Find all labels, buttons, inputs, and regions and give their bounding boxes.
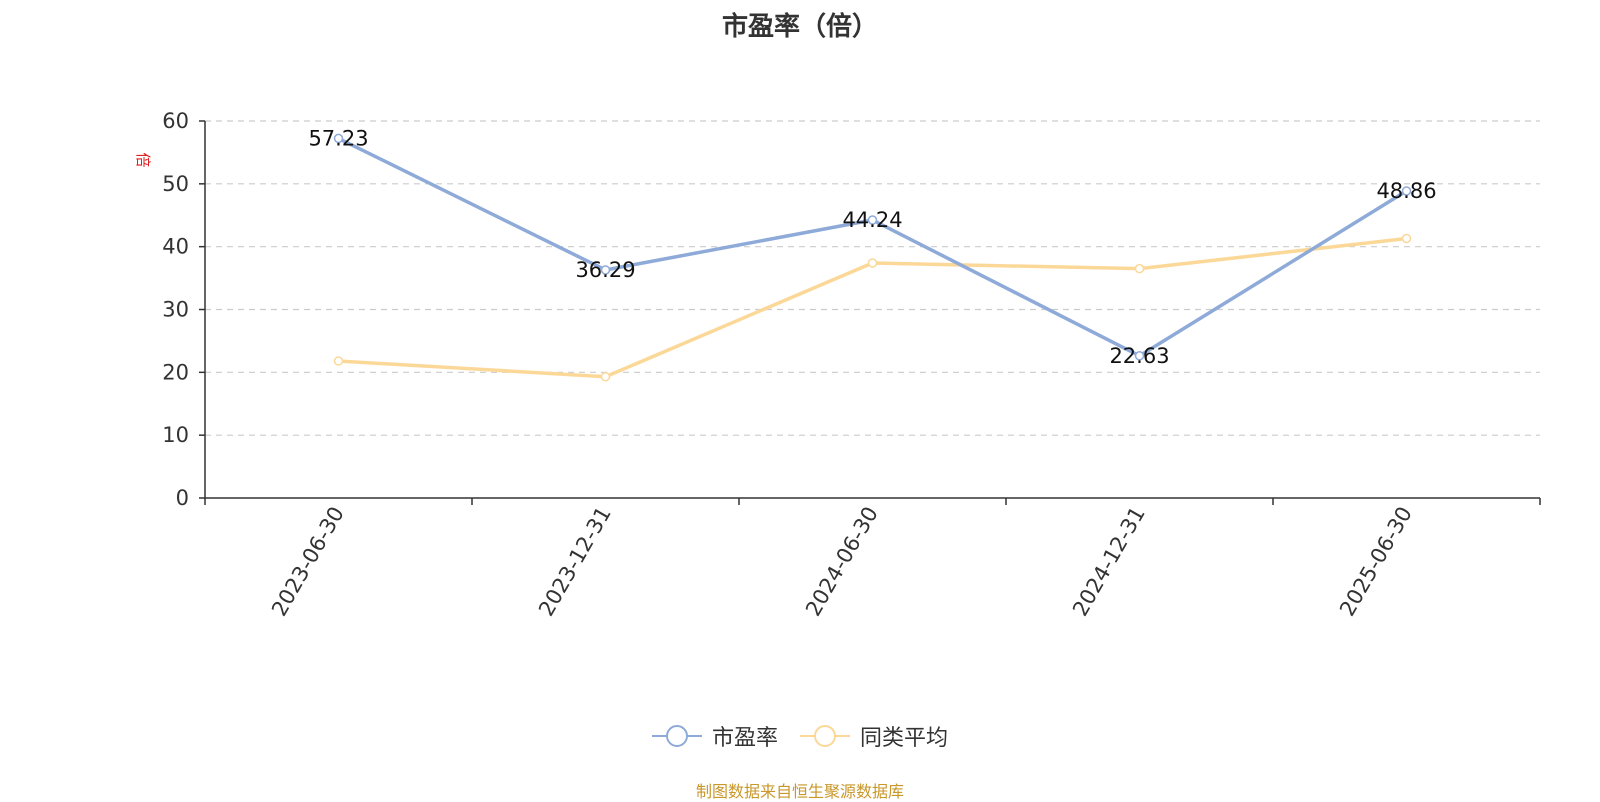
legend: 市盈率 同类平均 <box>0 720 1600 752</box>
legend-marker-peer-average-icon <box>800 725 850 747</box>
x-tick-label: 2024-06-30 <box>801 503 883 621</box>
series <box>333 133 1412 382</box>
data-point[interactable] <box>600 265 611 275</box>
y-tick-label: 60 <box>162 109 189 133</box>
y-tick-label: 20 <box>162 360 189 384</box>
legend-item-pe[interactable]: 市盈率 <box>651 720 778 752</box>
data-label: 57.23 <box>308 126 368 150</box>
axes: 0 10 20 30 40 50 60 2023-06-30 2023-12-31 2024-06… <box>162 109 1541 621</box>
data-labels: 57.23 36.29 44.24 22.63 48.86 <box>308 126 1436 367</box>
legend-marker-pe-icon <box>651 725 702 747</box>
source-note: 制图数据来自恒生聚源数据库 <box>695 782 904 801</box>
data-point[interactable] <box>333 356 344 366</box>
data-point[interactable] <box>1134 263 1145 274</box>
data-label: 44.24 <box>842 208 902 232</box>
legend-label-peer-average: 同类平均 <box>860 726 949 751</box>
y-tick-label: 50 <box>162 172 189 196</box>
legend-item-peer-average[interactable]: 同类平均 <box>800 720 948 752</box>
x-tick-label: 2024-12-31 <box>1068 503 1150 621</box>
data-point[interactable] <box>867 258 878 268</box>
data-label: 22.63 <box>1109 344 1169 368</box>
data-point[interactable] <box>1401 186 1412 196</box>
data-point[interactable] <box>333 133 344 144</box>
y-axis-unit-label: 倍 <box>134 152 152 167</box>
series-line-0 <box>337 136 1408 358</box>
data-point[interactable] <box>600 371 611 382</box>
legend-label-pe: 市盈率 <box>711 726 778 751</box>
x-tick-label: 2025-06-30 <box>1335 503 1417 621</box>
y-tick-label: 30 <box>162 298 189 322</box>
y-tick-label: 10 <box>162 423 189 447</box>
data-point[interactable] <box>867 215 878 225</box>
data-point[interactable] <box>1401 233 1412 244</box>
data-label: 48.86 <box>1376 179 1436 203</box>
x-tick-label: 2023-12-31 <box>534 503 616 621</box>
x-tick-label: 2023-06-30 <box>267 503 349 621</box>
grid-lines <box>205 120 1540 436</box>
data-point[interactable] <box>1134 351 1145 361</box>
chart-title: 市盈率（倍） <box>721 12 878 42</box>
y-tick-label: 40 <box>162 235 189 259</box>
y-tick-label: 0 <box>176 486 189 510</box>
data-label: 36.29 <box>575 258 635 282</box>
